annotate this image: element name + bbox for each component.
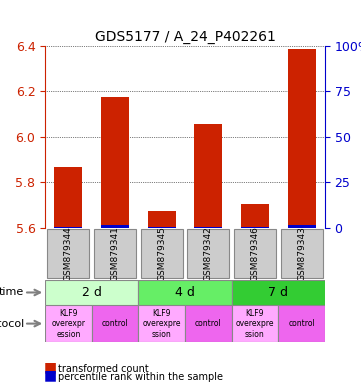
FancyBboxPatch shape — [138, 280, 232, 305]
Bar — [101, 97, 129, 228]
Title: GDS5177 / A_24_P402261: GDS5177 / A_24_P402261 — [95, 30, 275, 44]
FancyBboxPatch shape — [138, 305, 185, 342]
FancyBboxPatch shape — [278, 305, 325, 342]
Text: ■: ■ — [43, 361, 56, 374]
Text: GSM879342: GSM879342 — [204, 226, 213, 281]
Text: percentile rank within the sample: percentile rank within the sample — [58, 372, 223, 382]
FancyBboxPatch shape — [45, 280, 138, 305]
Text: GSM879343: GSM879343 — [297, 226, 306, 281]
Text: GSM879345: GSM879345 — [157, 226, 166, 281]
FancyBboxPatch shape — [232, 280, 325, 305]
FancyBboxPatch shape — [185, 305, 232, 342]
Text: ■: ■ — [43, 368, 56, 382]
Bar — [288, 225, 316, 228]
FancyBboxPatch shape — [187, 229, 229, 278]
Bar — [288, 50, 316, 228]
FancyBboxPatch shape — [47, 229, 90, 278]
Text: 4 d: 4 d — [175, 286, 195, 299]
Text: 2 d: 2 d — [82, 286, 102, 299]
Bar — [241, 227, 269, 228]
Text: KLF9
overexpre
ssion: KLF9 overexpre ssion — [236, 309, 274, 339]
Text: GSM879344: GSM879344 — [64, 226, 73, 281]
FancyBboxPatch shape — [92, 305, 138, 342]
Text: GSM879341: GSM879341 — [110, 226, 119, 281]
Text: control: control — [288, 319, 315, 328]
Bar — [241, 204, 269, 228]
Bar — [101, 225, 129, 228]
FancyBboxPatch shape — [94, 229, 136, 278]
Text: 7 d: 7 d — [268, 286, 288, 299]
Bar — [194, 124, 222, 228]
FancyBboxPatch shape — [232, 305, 278, 342]
Text: KLF9
overexpre
ssion: KLF9 overexpre ssion — [143, 309, 181, 339]
Text: control: control — [195, 319, 222, 328]
FancyBboxPatch shape — [45, 305, 92, 342]
Text: time: time — [0, 288, 24, 298]
Text: protocol: protocol — [0, 319, 24, 329]
Bar — [148, 210, 176, 228]
Text: transformed count: transformed count — [58, 364, 148, 374]
Text: GSM879346: GSM879346 — [251, 226, 260, 281]
FancyBboxPatch shape — [280, 229, 323, 278]
Bar — [55, 227, 82, 228]
Bar — [194, 227, 222, 228]
Text: control: control — [102, 319, 129, 328]
Bar — [148, 227, 176, 228]
FancyBboxPatch shape — [141, 229, 183, 278]
Bar — [55, 167, 82, 228]
FancyBboxPatch shape — [234, 229, 276, 278]
Text: KLF9
overexpr
ession: KLF9 overexpr ession — [51, 309, 86, 339]
